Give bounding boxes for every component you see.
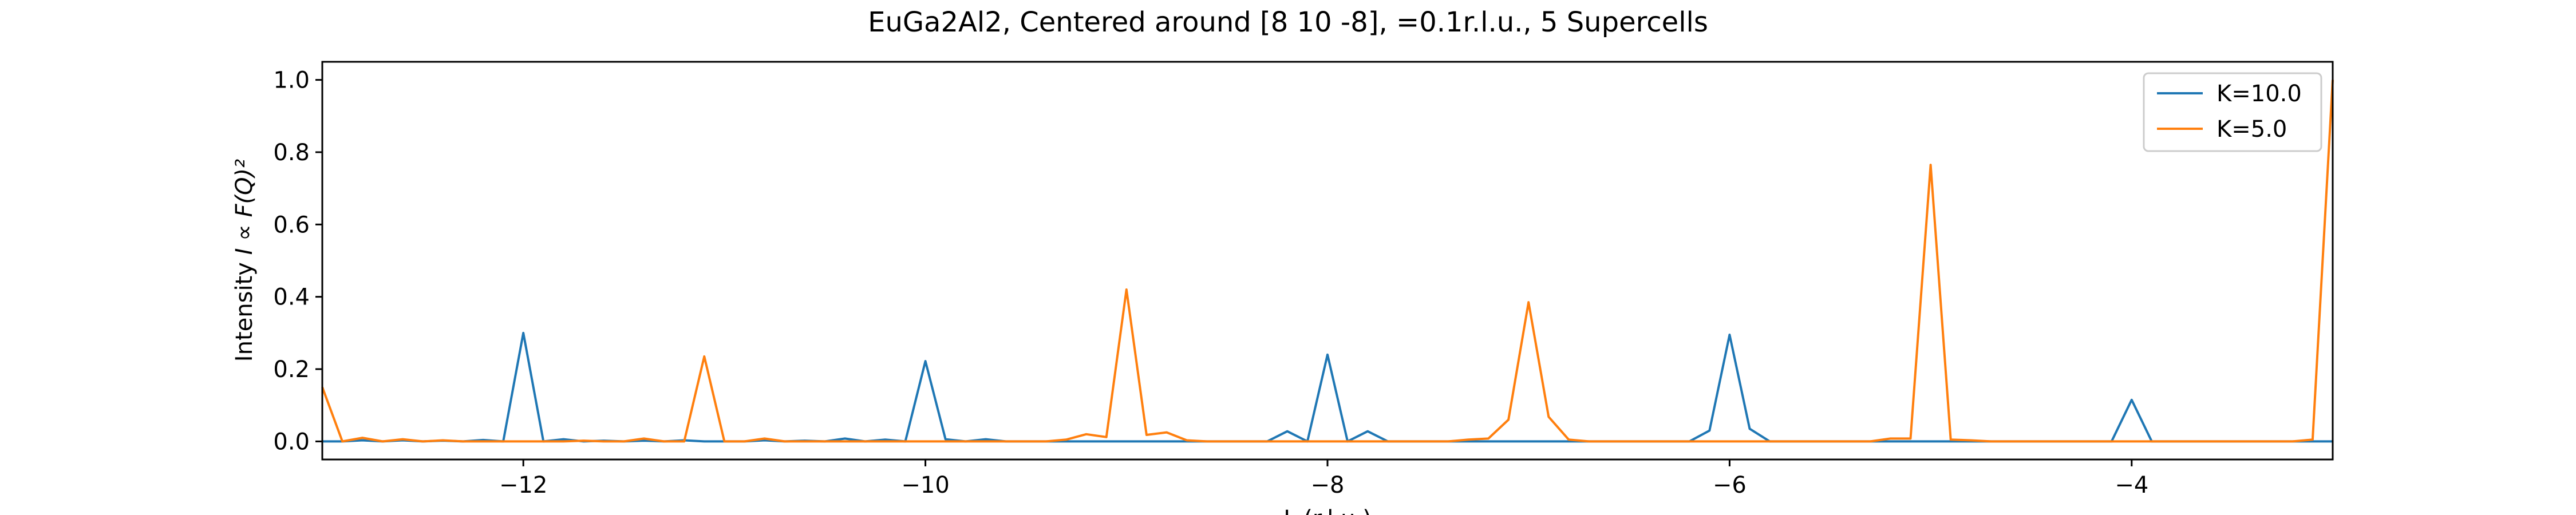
x-tick-label: −12 bbox=[499, 472, 547, 498]
x-tick-label: −10 bbox=[901, 472, 949, 498]
legend-label-0: K=10.0 bbox=[2217, 81, 2302, 107]
x-tick-label: −6 bbox=[1713, 472, 1747, 498]
x-axis-label: L (r.l.u.) bbox=[1283, 506, 1372, 515]
chart-title: EuGa2Al2, Centered around [8 10 -8], =0.… bbox=[868, 6, 1708, 38]
y-tick-label: 0.6 bbox=[273, 212, 310, 238]
legend: K=10.0 K=5.0 bbox=[2143, 72, 2322, 152]
plot-background bbox=[322, 62, 2333, 459]
y-tick-label: 1.0 bbox=[273, 68, 310, 94]
y-tick-label: 0.0 bbox=[273, 429, 310, 455]
y-axis-label: Intensity I ∝ F(Q)² bbox=[231, 159, 258, 362]
y-axis: 0.0 0.2 0.4 0.6 0.8 1.0 bbox=[273, 68, 322, 455]
y-tick-label: 0.2 bbox=[273, 356, 310, 383]
series-layer bbox=[321, 80, 2334, 443]
x-tick-label: −4 bbox=[2115, 472, 2148, 498]
y-tick-label: 0.8 bbox=[273, 140, 310, 166]
y-tick-label: 0.4 bbox=[273, 284, 310, 311]
series-line-1 bbox=[321, 80, 2334, 443]
x-tick-label: −8 bbox=[1311, 472, 1345, 498]
plot-area bbox=[321, 61, 2334, 461]
y-axis-label-prefix: Intensity bbox=[231, 255, 258, 362]
x-axis: −12 −10 −8 −6 −4 bbox=[499, 459, 2148, 498]
y-axis-label-formula: I ∝ F(Q)² bbox=[231, 159, 258, 255]
legend-label-1: K=5.0 bbox=[2217, 116, 2287, 142]
